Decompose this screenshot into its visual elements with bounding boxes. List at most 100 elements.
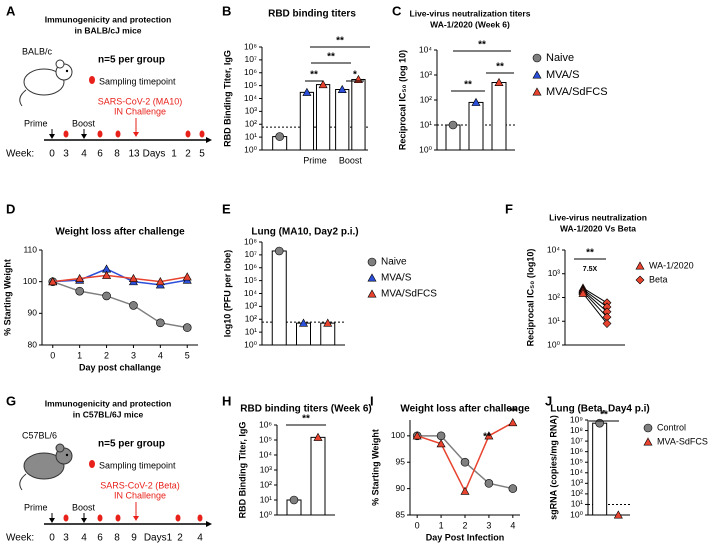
significance: ** <box>483 432 491 443</box>
timeline-label: 4 <box>81 149 87 160</box>
y-tick-label: 10⁵ <box>259 434 272 444</box>
sampling-drop <box>175 514 181 522</box>
y-axis-label: RBD Binding Titer, IgG <box>237 422 247 519</box>
bar <box>468 101 484 151</box>
point <box>602 319 612 328</box>
y-axis-label: % Starting Weight <box>370 429 380 506</box>
y-tick-label: 10⁴ <box>547 244 560 254</box>
y-tick-label: 10⁷ <box>244 249 257 259</box>
point <box>102 270 112 279</box>
x-tick-label: 0 <box>50 350 55 360</box>
x-tick-label: 4 <box>510 520 515 530</box>
sampling-drop <box>197 514 203 522</box>
sampling-label: Sampling timepoint <box>99 76 176 86</box>
point <box>75 286 84 296</box>
boost-label: Boost <box>72 502 96 512</box>
y-tick-label: 10⁹ <box>570 414 583 424</box>
y-tick-label: 10³ <box>571 478 583 488</box>
mouse-ear <box>55 443 65 453</box>
vaccine-arrowhead <box>49 518 55 523</box>
vaccine-arrowhead <box>49 134 55 139</box>
mouse-tail <box>19 473 27 491</box>
challenge-label: IN Challenge <box>114 490 166 500</box>
week-label: Week: <box>6 149 34 160</box>
series-line <box>52 268 188 286</box>
legend-marker <box>532 70 542 79</box>
y-tick-label: 10⁰ <box>570 509 583 519</box>
x-tick-label: 5 <box>185 350 190 360</box>
y-tick-label: 10⁴ <box>259 449 272 459</box>
legend-label: Beta <box>649 274 668 284</box>
y-axis-label: RBD Binding Titer, IgG <box>222 50 232 147</box>
timeline-label: 13 <box>128 149 140 160</box>
y-tick-label: 10¹ <box>245 326 257 336</box>
legend-marker <box>643 437 653 446</box>
timeline-label: 0 <box>49 149 55 160</box>
point <box>508 418 518 427</box>
x-tick-label: 0 <box>415 520 420 530</box>
point <box>460 486 470 495</box>
legend-marker <box>367 273 377 282</box>
timeline-label: 6 <box>97 533 103 544</box>
series-line <box>416 421 514 494</box>
challenge-label: IN Challenge <box>114 106 166 116</box>
panel-letter: F <box>505 201 513 216</box>
panel-letter: A <box>6 3 16 18</box>
bar <box>315 84 331 151</box>
legend-marker <box>643 423 653 433</box>
y-tick-label: 10³ <box>260 464 272 474</box>
chart-title: RBD binding titers (Week 6) <box>240 404 372 415</box>
y-tick-label: 10¹ <box>245 131 257 141</box>
legend-marker <box>532 53 542 63</box>
y-tick-label: 10² <box>245 119 257 129</box>
y-tick-label: 85 <box>396 509 406 519</box>
group-size: n=5 per group <box>98 55 165 66</box>
bar <box>351 78 366 151</box>
y-tick-label: 100 <box>23 276 37 286</box>
point <box>484 431 494 440</box>
chart-subtitle: WA-1/2020 (Week 6) <box>430 19 510 29</box>
panel-letter: G <box>6 393 16 408</box>
y-tick-label: 10³ <box>420 69 432 79</box>
y-axis-label: Reciprocal IC₅₀ (log10) <box>525 249 535 347</box>
sampling-drop <box>115 514 121 522</box>
bar <box>592 422 608 516</box>
y-tick-label: 10² <box>548 292 560 302</box>
series-line <box>52 280 188 329</box>
y-tick-label: 10¹ <box>571 499 583 509</box>
point <box>460 457 470 467</box>
significance: ** <box>600 410 608 421</box>
bar <box>310 436 326 516</box>
significance: ** <box>464 80 472 91</box>
chart-title: RBD binding titers <box>268 9 356 20</box>
timeline-arrowhead <box>206 521 212 527</box>
bar-marker <box>318 79 328 89</box>
boost-label: Boost <box>72 118 96 128</box>
y-tick-label: 10⁶ <box>259 419 272 429</box>
y-tick-label: 10⁰ <box>244 144 257 154</box>
bar-marker <box>471 97 481 106</box>
bar-marker <box>274 246 284 256</box>
point <box>182 323 192 332</box>
bar <box>335 89 350 151</box>
legend-marker <box>367 289 377 298</box>
x-tick-label: 1 <box>77 350 82 360</box>
sampling-drop <box>63 130 69 138</box>
bar-marker <box>275 132 284 141</box>
significance: * <box>353 70 357 81</box>
bar-marker <box>313 432 323 441</box>
legend-label: Control <box>657 422 686 432</box>
chart-title: Lung (Beta, Day4 p.i) <box>550 404 649 415</box>
strain: C57BL/6 <box>22 430 57 440</box>
point <box>102 291 111 301</box>
challenge-label: SARS-CoV-2 (Beta) <box>100 480 180 490</box>
point <box>129 301 138 310</box>
bar-marker <box>289 495 299 505</box>
vaccine-arrowhead <box>81 134 87 139</box>
sampling-drop <box>199 130 205 138</box>
sampling-drop <box>97 514 103 522</box>
x-tick-label: 4 <box>158 350 163 360</box>
legend-label: MVA/SdFCS <box>381 289 437 300</box>
bar-marker <box>302 87 312 96</box>
mouse-ear <box>55 59 65 69</box>
